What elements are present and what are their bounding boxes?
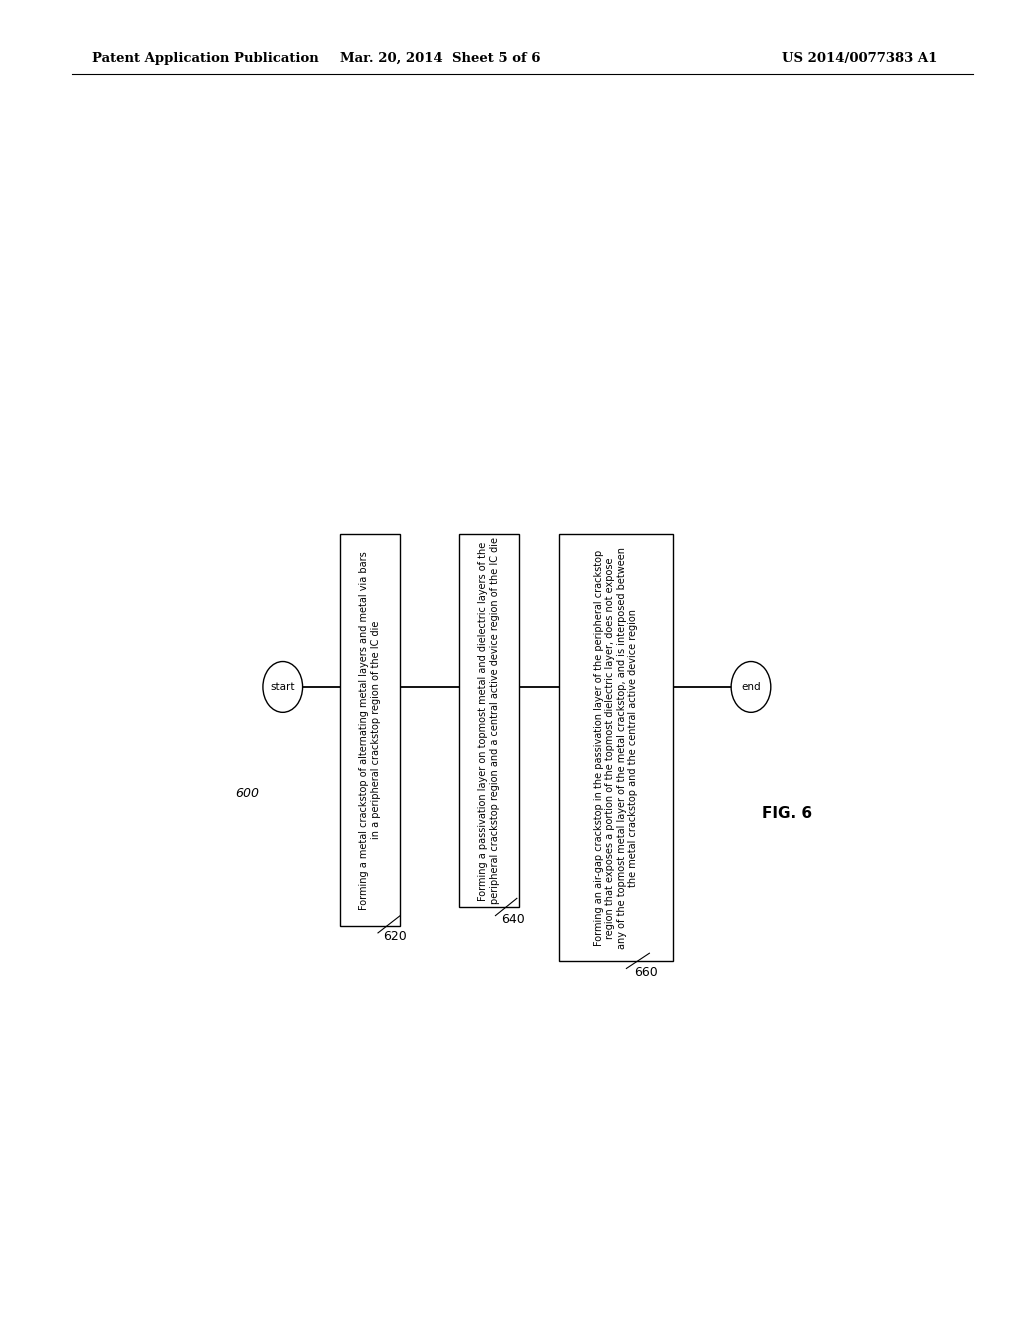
Bar	[340, 535, 400, 925]
Circle shape	[731, 661, 771, 713]
Text: start: start	[270, 682, 295, 692]
Text: US 2014/0077383 A1: US 2014/0077383 A1	[782, 51, 938, 65]
Text: 660: 660	[634, 966, 658, 978]
Text: Forming a passivation layer on topmost metal and dielectric layers of the
periph: Forming a passivation layer on topmost m…	[478, 537, 500, 904]
Text: end: end	[741, 682, 761, 692]
Text: Forming a metal crackstop of alternating metal layers and metal via bars
in a pe: Forming a metal crackstop of alternating…	[359, 550, 381, 909]
Text: Forming an air-gap crackstop in the passivation layer of the peripheral cracksto: Forming an air-gap crackstop in the pass…	[594, 546, 639, 949]
Bar	[459, 535, 519, 907]
Text: 600: 600	[236, 787, 259, 800]
Text: 640: 640	[501, 913, 524, 925]
Text: Patent Application Publication: Patent Application Publication	[92, 51, 318, 65]
Circle shape	[263, 661, 303, 713]
Text: FIG. 6: FIG. 6	[762, 807, 812, 821]
Text: 620: 620	[384, 931, 408, 942]
Text: Mar. 20, 2014  Sheet 5 of 6: Mar. 20, 2014 Sheet 5 of 6	[340, 51, 541, 65]
Bar	[559, 535, 673, 961]
